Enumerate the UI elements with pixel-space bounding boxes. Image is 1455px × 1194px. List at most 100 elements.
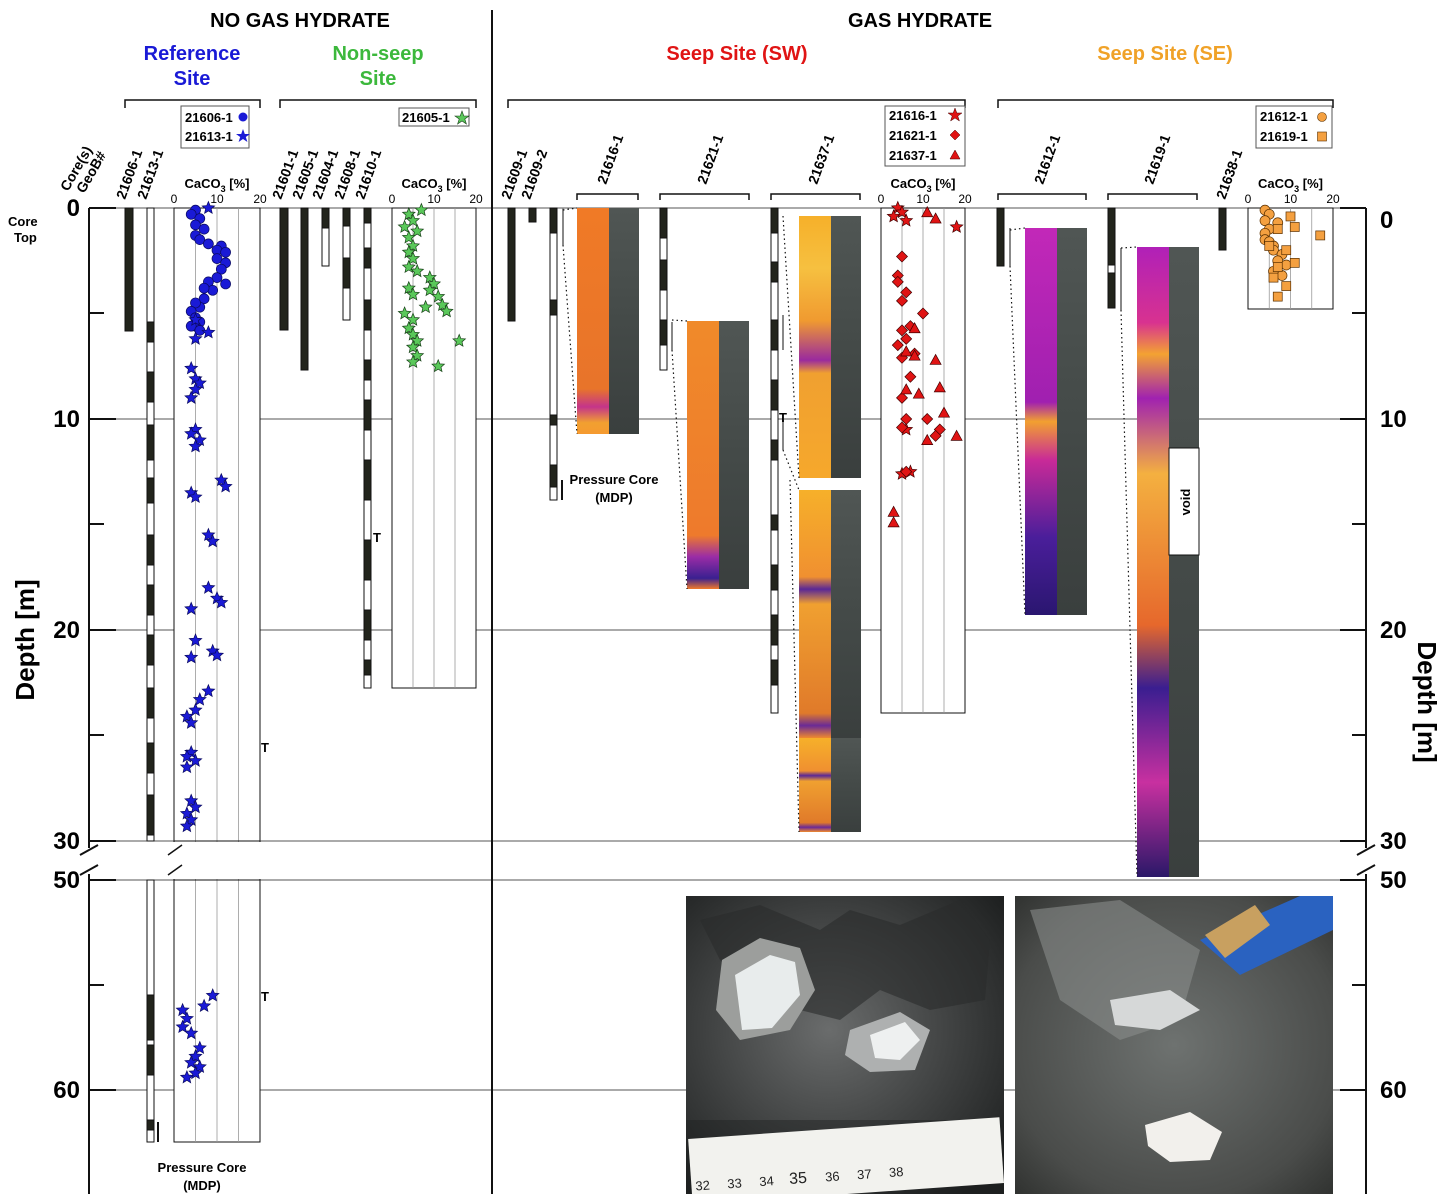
t-marker-1: T [261, 740, 269, 755]
data-point-21637-1-triangle [908, 349, 921, 361]
data-point-21613-1-star [179, 759, 194, 774]
pressure-core-ref-2: (MDP) [183, 1178, 221, 1193]
data-point-21605-1-star [414, 202, 429, 217]
depth-tick-20-right: 20 [1380, 617, 1407, 644]
axis-break-mark [167, 844, 183, 856]
data-point-21619-1-square [1272, 291, 1283, 302]
core-id-labels: 21606-1 21613-1 21601-1 21605-1 21604-1 … [113, 132, 1246, 201]
data-point-21612-1-circle [1259, 215, 1271, 227]
data-point-21621-1-diamond [896, 324, 908, 337]
data-point-21621-1-diamond [900, 286, 913, 299]
legend-sw-item-1: 21616-1 [889, 108, 937, 123]
site-sw: Seep Site (SW) [666, 43, 807, 65]
data-point-21637-1-triangle [908, 322, 921, 334]
data-point-21605-1-star [405, 339, 421, 354]
caco3-plot-1: CaCO3 [%] 0 10 20 [164, 176, 270, 1143]
data-point-21613-1-star [188, 799, 203, 814]
depth-tick-60-right: 60 [1380, 1077, 1407, 1104]
header-gas-hydrate: GAS HYDRATE [848, 10, 992, 32]
data-point-21613-1-star [209, 647, 225, 662]
data-point-21637-1-triangle [900, 345, 913, 357]
ruler-ticks: 32 33 34 35 36 37 38 [695, 1164, 904, 1194]
ruler-38: 38 [888, 1164, 903, 1180]
data-point-21605-1-star [397, 219, 412, 233]
data-point-21619-1-square [1285, 211, 1296, 222]
caco3-tick-label: 20 [253, 192, 267, 206]
data-point-21605-1-star [410, 223, 425, 238]
depth-tick-30: 30 [53, 828, 80, 855]
data-point-21606-1-circle [190, 219, 201, 231]
data-point-21616-1-star [949, 219, 964, 233]
depth-tick-10: 10 [53, 406, 80, 433]
data-point-21619-1-square [1264, 241, 1275, 251]
data-point-21619-1-square [1281, 245, 1292, 256]
legend-se: 21612-1 21619-1 [1255, 105, 1333, 149]
right-depth-axis [1340, 207, 1376, 1194]
caco3-plot-2: CaCO3 [%] 0 10 20 [389, 176, 483, 689]
legend-ref: 21606-1 21613-1 [180, 105, 250, 149]
data-point-21613-1-star [197, 998, 212, 1013]
caco3-axis-label: CaCO3 [%] [1258, 176, 1323, 194]
data-point-21621-1-diamond [896, 391, 908, 404]
data-point-21613-1-star [214, 595, 229, 609]
legend-se-item-2: 21619-1 [1260, 129, 1308, 144]
data-point-21606-1-circle [190, 297, 201, 309]
data-point-21619-1-square [1281, 281, 1292, 291]
data-point-21613-1-star [218, 479, 233, 493]
depth-tick-50-right: 50 [1380, 867, 1407, 894]
data-point-21637-1-triangle [912, 387, 925, 399]
data-point-21606-1-circle [215, 263, 227, 275]
caco3-tick-label: 10 [427, 192, 441, 206]
core-top-label-1: Core [8, 214, 38, 229]
data-point-21613-1-star [192, 1040, 207, 1055]
caco3-axis-label: CaCO3 [%] [891, 176, 956, 194]
data-point-21606-1-circle [220, 246, 231, 258]
data-point-21621-1-diamond [896, 294, 908, 307]
core-columns-reference [124, 207, 159, 1143]
core-columns-se [996, 207, 1227, 310]
data-point-21613-1-star [184, 715, 199, 729]
legend-ref-item-1: 21606-1 [185, 110, 233, 125]
hydrate-photo-2 [1015, 896, 1333, 1194]
depth-axis-title-right: Depth [m] [1412, 641, 1442, 762]
data-point-21619-1-square [1315, 230, 1326, 241]
legend-nonseep-item-1: 21605-1 [402, 110, 450, 125]
data-point-21621-1-diamond [900, 465, 913, 478]
core-columns-nonseep [279, 207, 372, 689]
data-point-21613-1-star [184, 601, 199, 615]
data-point-21605-1-star [431, 358, 446, 373]
caco3-axis-label: CaCO3 [%] [402, 176, 467, 194]
data-point-21613-1-star [184, 426, 199, 440]
data-point-21605-1-star [422, 282, 437, 297]
void-label: void [1178, 489, 1193, 516]
data-point-21605-1-star [410, 263, 425, 278]
data-point-21637-1-triangle [887, 516, 900, 528]
data-point-21613-1-star [188, 753, 203, 767]
data-point-21613-1-star [179, 1069, 194, 1084]
site-nonseep-1: Non-seep [332, 43, 423, 65]
data-point-21605-1-star [439, 303, 454, 318]
t-marker-3: T [261, 989, 269, 1004]
data-point-21637-1-triangle [929, 212, 942, 224]
data-point-21606-1-circle [203, 238, 214, 250]
data-point-21612-1-circle [1280, 259, 1292, 271]
data-point-21613-1-star [201, 683, 216, 698]
data-point-21605-1-star [405, 251, 421, 265]
data-point-21637-1-triangle [921, 205, 934, 218]
data-point-21613-1-star [188, 382, 203, 396]
data-point-21613-1-star [184, 1025, 199, 1040]
core-id-21612: 21612-1 [1031, 132, 1064, 186]
data-point-21621-1-diamond [904, 370, 917, 383]
data-point-21637-1-triangle [900, 383, 913, 395]
data-point-21613-1-star [188, 702, 203, 717]
pressure-core-ref-1: Pressure Core [158, 1160, 247, 1175]
data-point-21613-1-star [188, 312, 203, 326]
data-point-21605-1-star [405, 312, 421, 326]
ruler-36: 36 [825, 1169, 840, 1185]
data-point-21613-1-star [201, 580, 216, 594]
core-images: void [577, 208, 1200, 877]
caco3-tick-label: 0 [1245, 192, 1252, 206]
data-point-21613-1-star [184, 390, 199, 404]
data-point-21619-1-square [1272, 224, 1283, 234]
data-point-21621-1-diamond [900, 413, 913, 425]
